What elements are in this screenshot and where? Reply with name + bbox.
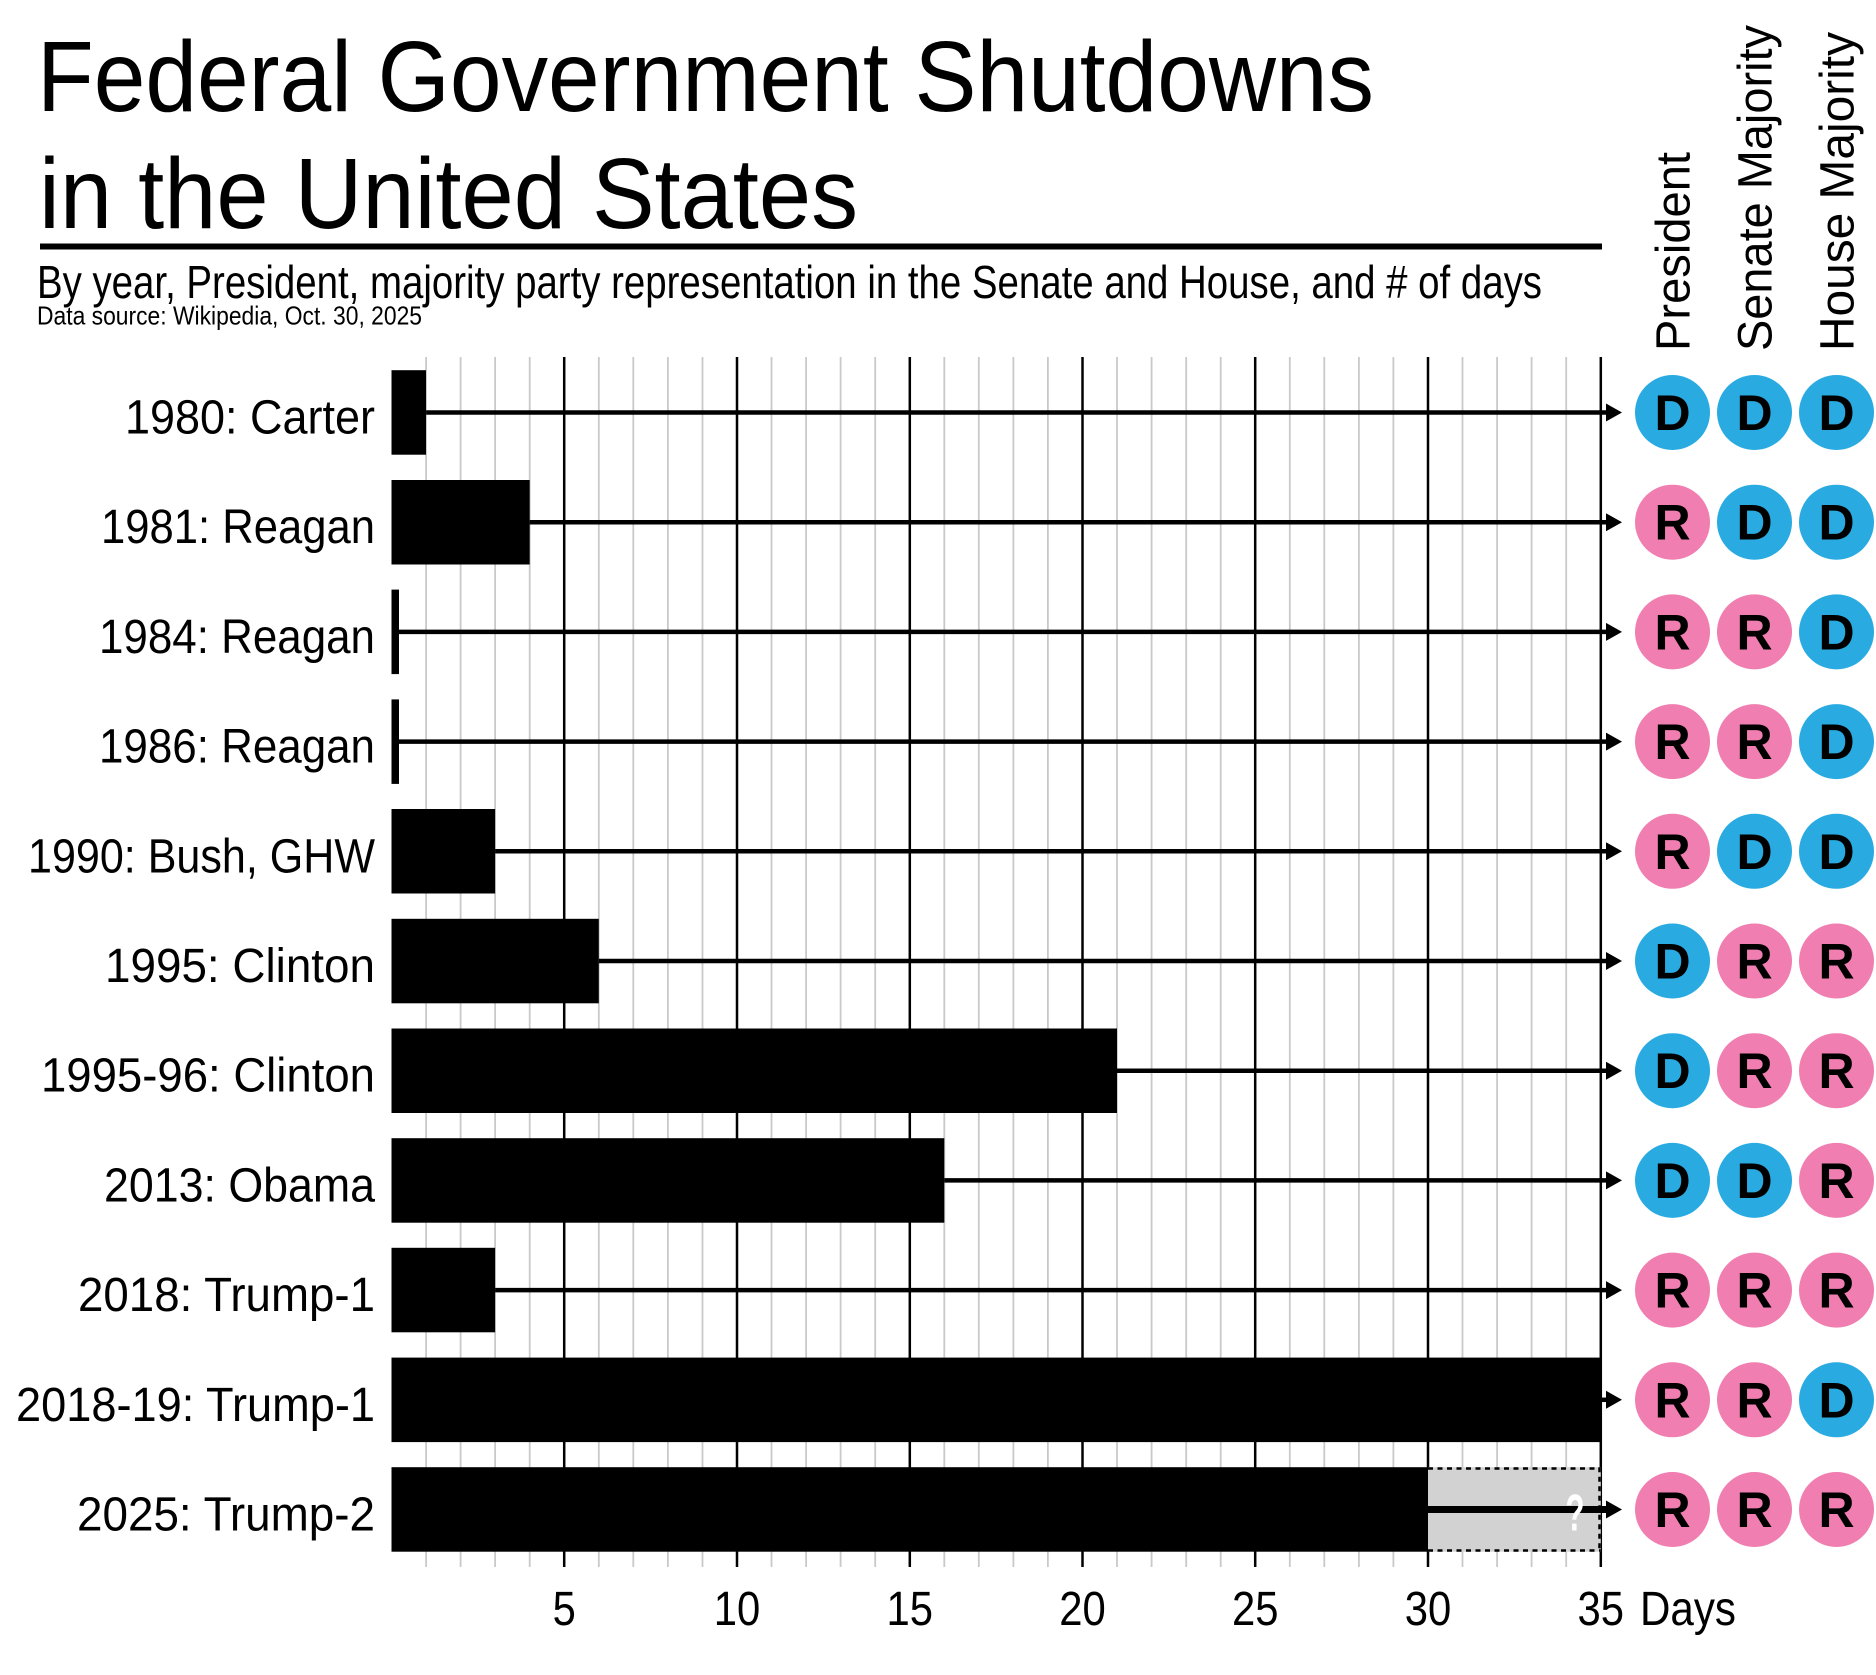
svg-text:2018: Trump-1: 2018: Trump-1 — [78, 1268, 375, 1322]
svg-text:D: D — [1818, 604, 1854, 660]
svg-text:R: R — [1736, 1482, 1772, 1538]
svg-text:D: D — [1818, 495, 1854, 551]
svg-text:R: R — [1654, 604, 1690, 660]
svg-text:R: R — [1654, 1372, 1690, 1428]
svg-text:D: D — [1818, 714, 1854, 770]
svg-text:1995-96: Clinton: 1995-96: Clinton — [41, 1049, 375, 1103]
svg-text:House Majority: House Majority — [1812, 32, 1865, 351]
svg-text:R: R — [1818, 934, 1854, 990]
svg-text:D: D — [1818, 385, 1854, 441]
svg-text:1981: Reagan: 1981: Reagan — [101, 500, 375, 554]
svg-text:10: 10 — [714, 1583, 761, 1636]
svg-text:R: R — [1654, 824, 1690, 880]
svg-text:1990: Bush, GHW: 1990: Bush, GHW — [28, 829, 375, 883]
svg-text:Data source: Wikipedia, Oct. 3: Data source: Wikipedia, Oct. 30, 2025 — [37, 301, 422, 331]
svg-text:R: R — [1818, 1043, 1854, 1099]
svg-text:R: R — [1654, 1482, 1690, 1538]
svg-text:Federal Government Shutdowns: Federal Government Shutdowns — [37, 21, 1374, 133]
svg-text:D: D — [1818, 824, 1854, 880]
svg-text:30: 30 — [1405, 1583, 1452, 1636]
svg-text:R: R — [1736, 934, 1772, 990]
svg-text:D: D — [1818, 1372, 1854, 1428]
svg-text:D: D — [1654, 1043, 1690, 1099]
svg-text:2025: Trump-2: 2025: Trump-2 — [77, 1488, 375, 1542]
svg-text:1986: Reagan: 1986: Reagan — [99, 720, 375, 774]
svg-text:in the United States: in the United States — [39, 138, 858, 250]
svg-text:R: R — [1736, 1372, 1772, 1428]
svg-text:D: D — [1654, 385, 1690, 441]
svg-text:R: R — [1736, 1043, 1772, 1099]
svg-text:R: R — [1654, 1263, 1690, 1319]
svg-text:R: R — [1818, 1482, 1854, 1538]
svg-text:?: ? — [1566, 1485, 1585, 1543]
svg-text:R: R — [1736, 604, 1772, 660]
svg-text:R: R — [1654, 495, 1690, 551]
svg-text:President: President — [1648, 152, 1701, 351]
svg-text:R: R — [1818, 1153, 1854, 1209]
svg-text:2018-19: Trump-1: 2018-19: Trump-1 — [16, 1378, 375, 1432]
svg-text:Days: Days — [1640, 1583, 1736, 1636]
svg-text:35: 35 — [1578, 1583, 1625, 1636]
svg-text:D: D — [1736, 385, 1772, 441]
svg-text:D: D — [1736, 824, 1772, 880]
svg-text:R: R — [1736, 714, 1772, 770]
svg-text:R: R — [1654, 714, 1690, 770]
svg-text:1980: Carter: 1980: Carter — [125, 391, 375, 445]
svg-text:D: D — [1654, 934, 1690, 990]
svg-text:R: R — [1736, 1263, 1772, 1319]
svg-text:D: D — [1654, 1153, 1690, 1209]
svg-text:2013: Obama: 2013: Obama — [104, 1158, 375, 1212]
svg-text:R: R — [1818, 1263, 1854, 1319]
svg-text:1995: Clinton: 1995: Clinton — [105, 939, 375, 993]
svg-text:Senate Majority: Senate Majority — [1730, 25, 1783, 351]
svg-text:20: 20 — [1059, 1583, 1106, 1636]
svg-text:1984: Reagan: 1984: Reagan — [99, 610, 375, 664]
svg-text:D: D — [1736, 495, 1772, 551]
svg-text:By year, President, majority p: By year, President, majority party repre… — [37, 256, 1542, 308]
svg-text:5: 5 — [553, 1583, 576, 1636]
svg-text:15: 15 — [887, 1583, 934, 1636]
svg-text:25: 25 — [1232, 1583, 1279, 1636]
svg-text:D: D — [1736, 1153, 1772, 1209]
